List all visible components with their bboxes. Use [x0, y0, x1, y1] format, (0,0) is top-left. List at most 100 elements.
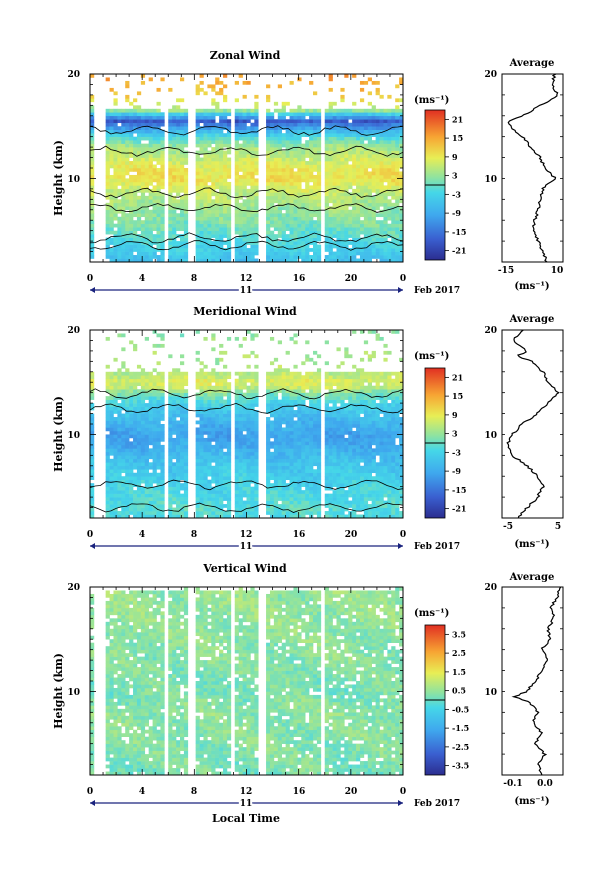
heatmap-cell — [301, 188, 306, 193]
heatmap-cell — [129, 375, 134, 380]
heatmap-cell — [215, 105, 220, 110]
heatmap-cell — [133, 181, 138, 186]
heatmap-cell — [172, 462, 177, 467]
heatmap-cell — [168, 230, 173, 235]
heatmap-cell — [195, 140, 200, 144]
heatmap-cell — [273, 171, 279, 176]
heatmap-cell — [250, 147, 255, 151]
heatmap-cell — [371, 147, 376, 151]
heatmap-cell — [379, 213, 384, 218]
heatmap-cell — [129, 143, 134, 148]
heatmap-cell — [324, 143, 329, 148]
heatmap-cell — [223, 241, 228, 245]
heatmap-cell — [199, 406, 204, 411]
heatmap-cell — [309, 150, 314, 155]
heatmap-cell — [140, 147, 146, 151]
heatmap-cell — [136, 476, 142, 480]
heatmap-cell — [179, 164, 185, 169]
heatmap-cell — [211, 347, 216, 352]
heatmap-cell — [332, 154, 337, 158]
heatmap-cell — [219, 406, 224, 411]
heatmap-cell — [281, 403, 286, 407]
heatmap-cell — [238, 483, 243, 487]
heatmap-cell — [211, 472, 216, 477]
heatmap-cell — [352, 220, 357, 224]
heatmap-cell — [179, 399, 185, 404]
heatmap-cell — [144, 336, 149, 341]
heatmap-cell — [223, 150, 228, 155]
heatmap-cell — [269, 188, 275, 193]
heatmap-cell — [348, 129, 353, 134]
heatmap-cell — [203, 420, 208, 425]
heatmap-cell — [125, 178, 130, 183]
heatmap-cell — [148, 143, 153, 148]
heatmap-cell — [313, 129, 318, 134]
heatmap-cell — [121, 202, 126, 207]
heatmap-cell — [226, 147, 232, 151]
heatmap-cell — [301, 255, 306, 259]
heatmap-cell — [234, 479, 239, 484]
heatmap-cell — [305, 108, 310, 113]
heatmap-cell — [383, 161, 388, 165]
heatmap-cell — [152, 392, 157, 397]
heatmap-cell — [129, 389, 134, 393]
heatmap-cell — [250, 441, 255, 446]
heatmap-cell — [309, 161, 314, 165]
heatmap-cell — [226, 504, 232, 508]
heatmap-cell — [391, 140, 396, 144]
heatmap-cell — [195, 181, 200, 186]
heatmap-cell — [254, 410, 259, 414]
heatmap-cell — [383, 216, 388, 221]
heatmap-cell — [293, 234, 298, 238]
heatmap-cell — [375, 164, 380, 169]
heatmap-cell — [207, 441, 212, 446]
heatmap-cell — [168, 251, 173, 256]
heatmap-cell — [285, 112, 290, 117]
heatmap-cell — [117, 483, 122, 487]
heatmap-cell — [387, 129, 392, 134]
heatmap-cell — [277, 209, 283, 214]
heatmap-cell — [391, 178, 396, 183]
heatmap-cell — [140, 476, 146, 480]
heatmap-cell — [266, 94, 271, 99]
heatmap-cell — [246, 455, 251, 460]
heatmap-cell — [129, 119, 134, 124]
heatmap-cell — [125, 389, 130, 393]
heatmap-cell — [199, 234, 204, 238]
heatmap-cell — [215, 427, 220, 432]
heatmap-cell — [168, 410, 173, 414]
heatmap-cell — [90, 244, 95, 249]
heatmap-cell — [269, 403, 275, 407]
heatmap-cell — [160, 392, 165, 397]
heatmap-cell — [352, 126, 357, 130]
heatmap-cell — [367, 209, 372, 214]
heatmap-cell — [129, 427, 134, 432]
heatmap-cell — [273, 486, 279, 491]
heatmap-cell — [121, 441, 126, 446]
heatmap-cell — [179, 441, 185, 446]
heatmap-cell — [117, 403, 122, 407]
heatmap-cell — [250, 469, 255, 474]
heatmap-cell — [203, 385, 208, 390]
heatmap-cell — [238, 343, 243, 348]
heatmap-cell — [359, 126, 365, 130]
heatmap-cell — [313, 115, 318, 120]
heatmap-cell — [379, 178, 384, 183]
heatmap-cell — [211, 112, 216, 117]
heatmap-cell — [121, 465, 126, 470]
heatmap-cell — [277, 469, 283, 474]
heatmap-cell — [367, 185, 372, 190]
heatmap-cell — [223, 504, 228, 508]
heatmap-cell — [371, 112, 376, 117]
heatmap-cell — [105, 115, 110, 120]
heatmap-cell — [281, 434, 286, 439]
heatmap-cell — [250, 500, 255, 505]
heatmap-cell — [246, 112, 251, 117]
heatmap-cell — [254, 448, 259, 453]
heatmap-cell — [136, 424, 142, 428]
heatmap-cell — [273, 399, 279, 404]
heatmap-cell — [172, 493, 177, 498]
heatmap-cell — [223, 497, 228, 501]
heatmap-cell — [160, 410, 165, 414]
heatmap-cell — [113, 164, 118, 169]
